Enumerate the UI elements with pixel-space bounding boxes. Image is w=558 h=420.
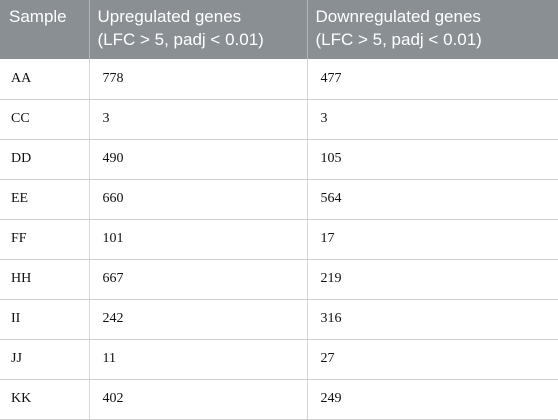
- header-upregulated-criteria: (LFC > 5, padj < 0.01): [97, 30, 264, 49]
- cell-upregulated: 3: [89, 99, 308, 140]
- cell-sample: AA: [0, 59, 90, 100]
- cell-upregulated: 402: [89, 379, 308, 420]
- cell-upregulated: 660: [89, 179, 308, 220]
- cell-sample: FF: [0, 219, 90, 260]
- cell-downregulated: 564: [307, 179, 558, 220]
- cell-upregulated: 667: [89, 259, 308, 300]
- cell-downregulated: 316: [307, 299, 558, 340]
- cell-upregulated: 778: [89, 59, 308, 100]
- cell-sample: EE: [0, 179, 90, 220]
- cell-downregulated: 477: [307, 59, 558, 100]
- table-row: HH 667 219: [0, 259, 558, 300]
- cell-downregulated: 27: [307, 339, 558, 380]
- header-downregulated: Downregulated genes (LFC > 5, padj < 0.0…: [307, 0, 558, 59]
- table-row: II 242 316: [0, 299, 558, 340]
- table-row: JJ 11 27: [0, 339, 558, 380]
- header-sample: Sample: [0, 0, 90, 59]
- table-row: CC 3 3: [0, 99, 558, 140]
- cell-downregulated: 105: [307, 139, 558, 180]
- cell-upregulated: 490: [89, 139, 308, 180]
- table-row: EE 660 564: [0, 179, 558, 220]
- table-row: AA 778 477: [0, 59, 558, 100]
- table-row: FF 101 17: [0, 219, 558, 260]
- cell-sample: HH: [0, 259, 90, 300]
- cell-downregulated: 3: [307, 99, 558, 140]
- header-downregulated-title: Downregulated genes: [315, 7, 481, 26]
- cell-sample: DD: [0, 139, 90, 180]
- cell-sample: KK: [0, 379, 90, 420]
- table-row: KK 402 249: [0, 379, 558, 420]
- cell-sample: JJ: [0, 339, 90, 380]
- cell-upregulated: 242: [89, 299, 308, 340]
- cell-downregulated: 17: [307, 219, 558, 260]
- table-header: Sample Upregulated genes (LFC > 5, padj …: [0, 0, 558, 59]
- table-row: DD 490 105: [0, 139, 558, 180]
- header-upregulated: Upregulated genes (LFC > 5, padj < 0.01): [89, 0, 308, 59]
- header-sample-text: Sample: [9, 7, 67, 26]
- cell-sample: II: [0, 299, 90, 340]
- cell-sample: CC: [0, 99, 90, 140]
- cell-upregulated: 101: [89, 219, 308, 260]
- header-upregulated-title: Upregulated genes: [97, 7, 242, 26]
- cell-downregulated: 249: [307, 379, 558, 420]
- table-body: AA 778 477 CC 3 3 DD 490 105 EE 660 564 …: [0, 59, 558, 420]
- header-downregulated-criteria: (LFC > 5, padj < 0.01): [315, 30, 482, 49]
- cell-downregulated: 219: [307, 259, 558, 300]
- cell-upregulated: 11: [89, 339, 308, 380]
- header-row: Sample Upregulated genes (LFC > 5, padj …: [0, 0, 558, 59]
